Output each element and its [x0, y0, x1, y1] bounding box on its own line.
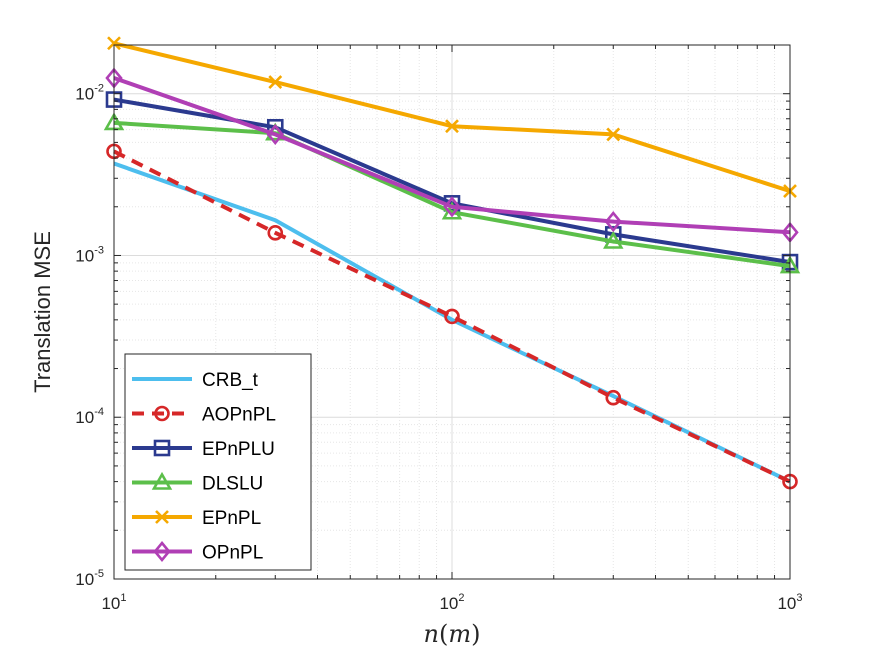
- x-tick-label: 102: [439, 592, 464, 613]
- legend-entry-aopnpl: AOPnPL: [132, 405, 276, 426]
- y-tick-base: 10: [75, 408, 94, 427]
- legend-entry-epnplu: EPnPLU: [132, 439, 275, 460]
- x-axis-title: n(m): [424, 620, 481, 648]
- x-tick-label: 103: [777, 592, 802, 613]
- x-tick-base: 10: [777, 594, 796, 613]
- legend-entry-opnpl: OPnPL: [132, 540, 263, 564]
- y-tick-label: 10-3: [75, 244, 104, 265]
- legend-label-opnpl: OPnPL: [202, 543, 263, 564]
- data-point-opnpl: [443, 196, 461, 218]
- x-axis-open-paren: (: [439, 620, 448, 648]
- x-tick-label: 101: [101, 592, 126, 613]
- legend-entry-crb-t: CRB_t: [132, 370, 259, 391]
- y-axis-title: Translation MSE: [30, 231, 55, 393]
- x-tick-base: 10: [101, 594, 120, 613]
- y-tick-exponent: -4: [94, 406, 104, 418]
- series-line-opnpl: [113, 76, 791, 235]
- y-tick-base: 10: [75, 246, 94, 265]
- data-point-opnpl: [266, 123, 284, 145]
- x-axis-arg: m: [448, 620, 471, 648]
- legend-label-epnplu: EPnPLU: [202, 439, 275, 460]
- legend-label-epnpl: EPnPL: [202, 508, 261, 529]
- legend-box: [124, 353, 312, 571]
- data-point-aopnpl: [267, 225, 284, 241]
- legend-marker-opnpl: [153, 540, 171, 563]
- data-point-opnpl: [604, 211, 622, 233]
- data-point-epnpl: [606, 127, 621, 142]
- legend-marker-epnpl: [155, 510, 169, 524]
- grid: [113, 44, 791, 580]
- data-point-epnpl: [268, 75, 283, 89]
- data-point-aopnpl: [444, 308, 460, 325]
- data-point-dlslu: [603, 230, 624, 249]
- data-point-aopnpl: [605, 389, 622, 406]
- x-axis-close-paren: ): [471, 620, 480, 648]
- y-tick-label: 10-2: [75, 83, 104, 104]
- y-tick-label: 10-5: [75, 568, 104, 589]
- x-tick-exponent: 3: [796, 592, 802, 604]
- y-tick-exponent: -3: [94, 244, 104, 256]
- y-tick-exponent: -2: [94, 83, 104, 95]
- legend-label-crb-t: CRB_t: [202, 370, 259, 391]
- legend-marker-dlslu: [151, 471, 173, 490]
- series-line-dlslu: [113, 120, 791, 269]
- data-point-epnpl: [445, 119, 459, 134]
- axis-ticks: [113, 44, 790, 580]
- data-point-epnpl: [107, 36, 121, 51]
- legend: CRB_t AOPnPL EPnPLU DLSLU EPnPL OPnPL: [124, 353, 312, 571]
- y-tick-base: 10: [75, 85, 94, 104]
- y-tick-exponent: -5: [94, 568, 104, 580]
- legend-entry-epnpl: EPnPL: [132, 508, 261, 529]
- legend-entry-dlslu: DLSLU: [132, 471, 263, 495]
- x-tick-base: 10: [439, 594, 458, 613]
- legend-marker-aopnpl: [154, 405, 170, 422]
- x-tick-exponent: 1: [120, 592, 126, 604]
- y-tick-base: 10: [75, 570, 94, 589]
- x-tick-exponent: 2: [458, 592, 464, 604]
- legend-label-dlslu: DLSLU: [202, 474, 263, 495]
- legend-label-aopnpl: AOPnPL: [202, 405, 276, 426]
- legend-marker-epnplu: [153, 439, 171, 457]
- series-layer: [103, 36, 801, 490]
- x-axis-var: n: [424, 620, 439, 648]
- series-line-aopnpl: [113, 149, 791, 484]
- y-tick-label: 10-4: [75, 406, 104, 427]
